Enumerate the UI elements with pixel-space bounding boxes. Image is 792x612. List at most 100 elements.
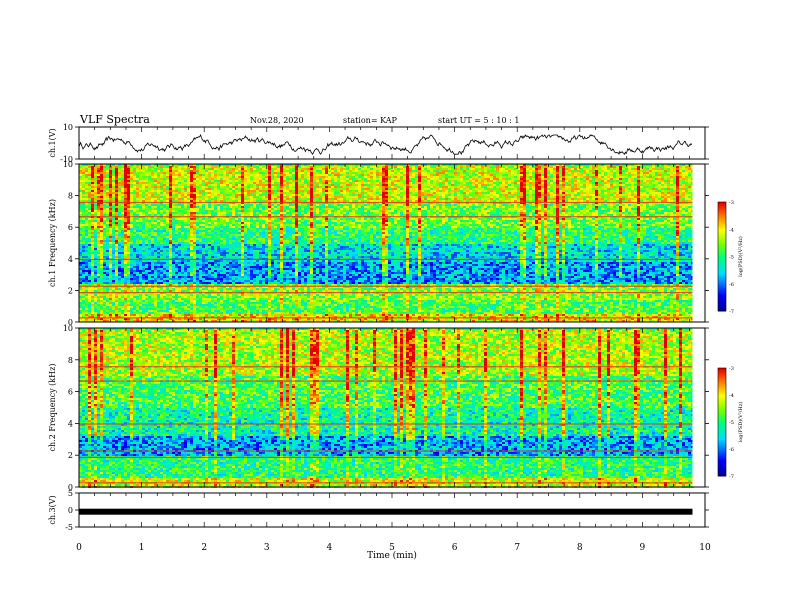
spectrogram-cell [85,186,88,188]
spectrogram-cell [103,242,106,244]
spectrogram-cell [88,214,91,216]
spectrogram-cell [121,268,124,270]
spectrogram-cell [100,192,103,194]
spectrogram-cell [118,300,121,302]
spectrogram-cell [82,314,85,316]
spectrogram-cell [115,264,118,266]
spectrogram-cell [115,306,118,308]
spectrogram-cell [103,204,106,206]
spectrogram-cell [100,208,103,210]
spectrogram-cell [82,236,85,238]
spectrogram-cell [85,198,88,200]
spectrogram-cell [91,236,94,238]
spectrogram-cell [85,262,88,264]
spectrogram-cell [94,302,97,304]
spectrogram-cell [97,244,100,246]
spectrogram-cell [124,176,127,178]
spectrogram-cell [115,266,118,268]
spectrogram-cell [94,174,97,176]
spectrogram-cell [109,246,112,248]
spectrogram-cell [115,184,118,186]
spectrogram-cell [103,236,106,238]
spectrogram-cell [97,300,100,302]
spectrogram-cell [106,200,109,202]
spectrogram-cell [118,184,121,186]
spectrogram-cell [109,204,112,206]
spectrogram-cell [124,172,127,174]
spectrogram-cell [115,298,118,300]
spectrogram-cell [103,166,106,168]
spectrogram-cell [121,240,124,242]
spectrogram-cell [94,290,97,292]
spectrogram-cell [88,268,91,270]
spectrogram-cell [121,260,124,262]
spectrogram-cell [118,296,121,298]
spectrogram-cell [82,232,85,234]
spectrogram-cell [112,240,115,242]
spectrogram-cell [121,200,124,202]
spectrogram-cell [109,190,112,192]
spectrogram-cell [88,276,91,278]
spectrogram-cell [112,310,115,312]
spectrogram-cell [112,226,115,228]
spectrogram-cell [109,200,112,202]
spectrogram-cell [121,306,124,308]
spectrogram-cell [115,290,118,292]
spectrogram-cell [112,186,115,188]
spectrogram-cell [82,260,85,262]
spectrogram-cell [82,184,85,186]
spectrogram-cell [115,200,118,202]
spectrogram-cell [115,172,118,174]
spectrogram-cell [88,294,91,296]
spectrogram-cell [109,252,112,254]
spectrogram-cell [121,174,124,176]
spectrogram-cell [97,256,100,258]
spectrogram-cell [118,304,121,306]
spectrogram-cell [109,262,112,264]
spectrogram-cell [106,296,109,298]
spectrogram-cell [112,214,115,216]
spectrogram-cell [97,214,100,216]
spectrogram-cell [85,232,88,234]
spectrogram-cell [88,180,91,182]
spectrogram-cell [103,274,106,276]
spectrogram-cell [121,210,124,212]
spectrogram-cell [106,224,109,226]
spectrogram-cell [109,264,112,266]
spectrogram-cell [97,174,100,176]
spectrogram-cell [103,214,106,216]
spectrogram-cell [109,250,112,252]
spectrogram-cell [112,252,115,254]
spectrogram-cell [121,312,124,314]
spectrogram-cell [91,300,94,302]
spectrogram-cell [106,246,109,248]
spectrogram-cell [88,196,91,198]
spectrogram-cell [118,266,121,268]
spectrogram-cell [109,218,112,220]
spectrogram-cell [109,296,112,298]
spectrogram-cell [94,308,97,310]
spectrogram-cell [103,178,106,180]
spectrogram-cell [112,196,115,198]
spectrogram-cell [100,238,103,240]
spectrogram-cell [94,312,97,314]
spectrogram-cell [103,248,106,250]
spectrogram-cell [97,298,100,300]
spectrogram-cell [121,238,124,240]
spectrogram-cell [118,270,121,272]
spectrogram-cell [82,262,85,264]
spectrogram-cell [103,250,106,252]
spectrogram-cell [106,252,109,254]
spectrogram-cell [100,194,103,196]
spectrogram-cell [118,172,121,174]
spectrogram-cell [82,192,85,194]
spectrogram-cell [97,296,100,298]
spectrogram-cell [94,196,97,198]
spectrogram-cell [100,190,103,192]
spectrogram-cell [106,192,109,194]
spectrogram-cell [91,222,94,224]
spectrogram-cell [88,290,91,292]
spectrogram-cell [97,314,100,316]
spectrogram-cell [103,294,106,296]
spectrogram-cell [115,176,118,178]
